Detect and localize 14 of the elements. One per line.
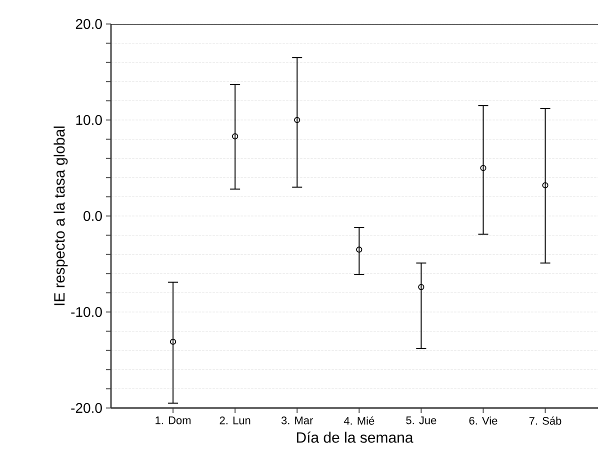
x-tick-label: 4. Mié [344, 416, 374, 425]
y-tick-label: 20.0 [76, 19, 102, 29]
x-tick-label: 7. Sáb [529, 416, 562, 425]
x-tick-label: 3. Mar [281, 416, 314, 424]
x-tick-label: 2. Lun [220, 416, 250, 424]
y-axis-title: IE respecto a la tasa global [54, 126, 68, 306]
y-tick-label: 10.0 [76, 115, 102, 125]
y-tick-label: -10.0 [71, 307, 102, 317]
x-tick-label: 1. Dom [156, 416, 191, 424]
x-axis-title: Día de la semana [296, 432, 414, 443]
y-tick-label: 0.0 [84, 211, 102, 221]
x-tick-label: 5. Jue [406, 416, 436, 424]
x-tick-label: 6. Vie [469, 416, 498, 425]
y-tick-label: -20.0 [71, 403, 102, 413]
